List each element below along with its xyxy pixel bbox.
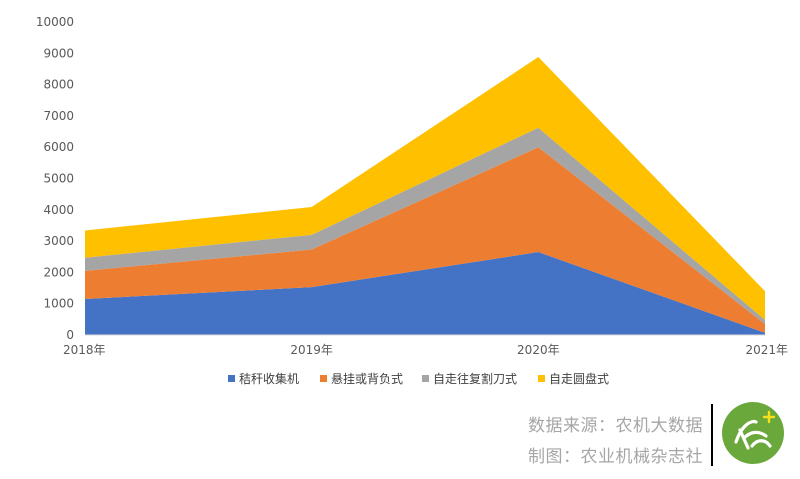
- y-tick-label-0: 0: [66, 328, 74, 342]
- legend-label-1: 悬挂或背负式: [331, 372, 403, 386]
- chart-author-credit: 制图：农业机械杂志社: [528, 447, 703, 467]
- y-tick-label-3: 3000: [43, 234, 74, 248]
- credit-divider: [711, 404, 713, 466]
- legend-label-3: 自走圆盘式: [549, 371, 609, 386]
- legend-swatch-3: [538, 375, 545, 382]
- area-series-2: [85, 127, 765, 325]
- y-axis: 0 1000 2000 3000 4000 5000 6000 7000 8000 9000 100…: [36, 15, 74, 342]
- x-axis: 2018年 2019年 2020年 2021年: [63, 343, 788, 357]
- legend-swatch-2: [422, 375, 429, 382]
- y-tick-label-2: 2000: [43, 265, 74, 279]
- y-tick-label-10: 10000: [36, 15, 74, 29]
- y-tick-label-1: 1000: [43, 297, 74, 311]
- nongji-logo-icon: [722, 402, 784, 464]
- y-tick-label-9: 9000: [43, 46, 74, 60]
- y-tick-label-6: 6000: [43, 140, 74, 154]
- legend: 秸秆收集机 悬挂或背负式 自走往复割刀式 自走圆盘式: [228, 371, 609, 386]
- y-tick-label-4: 4000: [43, 203, 74, 217]
- legend-label-0: 秸秆收集机: [239, 371, 299, 386]
- x-tick-label-1: 2019年: [290, 343, 333, 357]
- area-layer: [85, 57, 765, 335]
- y-tick-label-7: 7000: [43, 109, 74, 123]
- y-tick-label-5: 5000: [43, 172, 74, 186]
- stacked-area-chart: 0 1000 2000 3000 4000 5000 6000 7000 8000 9000 100…: [36, 15, 788, 386]
- area-series-0: [85, 252, 765, 335]
- legend-label-2: 自走往复割刀式: [433, 371, 517, 386]
- area-series-3: [85, 57, 765, 320]
- legend-swatch-1: [320, 375, 327, 382]
- data-source-credit: 数据来源：农机大数据: [528, 416, 703, 436]
- x-tick-label-2: 2020年: [517, 343, 560, 357]
- y-tick-label-8: 8000: [43, 78, 74, 92]
- area-series-1: [85, 147, 765, 333]
- x-tick-label-3: 2021年: [745, 343, 788, 357]
- x-tick-label-0: 2018年: [63, 343, 106, 357]
- legend-swatch-0: [228, 375, 235, 382]
